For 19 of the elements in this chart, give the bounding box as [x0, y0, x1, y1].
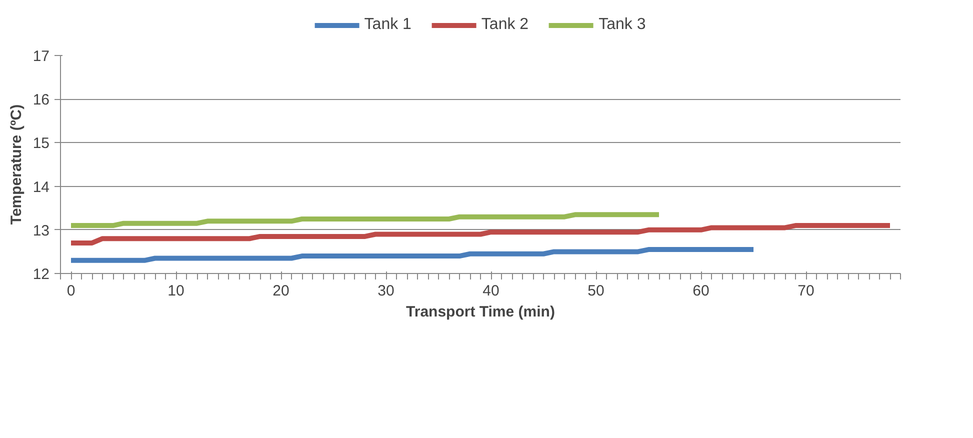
x-tick-label: 40 [482, 282, 500, 300]
y-tick-label: 12 [32, 266, 50, 283]
y-tick-label: 14 [32, 178, 50, 196]
x-tick-label: 10 [168, 282, 184, 300]
legend-label: Tank 3 [598, 16, 646, 34]
y-tick-label: 15 [32, 135, 50, 152]
y-axis-title: Temperature (ºC) [8, 104, 25, 225]
y-tick-label: 13 [32, 222, 50, 240]
legend-label: Tank 2 [481, 16, 529, 34]
y-tick-label: 16 [32, 92, 50, 109]
x-axis-title: Transport Time (min) [406, 304, 555, 320]
x-tick-label: 0 [66, 282, 76, 300]
legend-label: Tank 1 [364, 16, 412, 34]
x-tick-label: 50 [588, 282, 604, 300]
x-tick-label: 20 [272, 282, 290, 300]
x-tick-label: 30 [378, 282, 394, 300]
y-tick-label: 17 [32, 48, 50, 65]
x-tick-label: 70 [798, 282, 814, 300]
x-tick-label: 60 [692, 282, 710, 300]
